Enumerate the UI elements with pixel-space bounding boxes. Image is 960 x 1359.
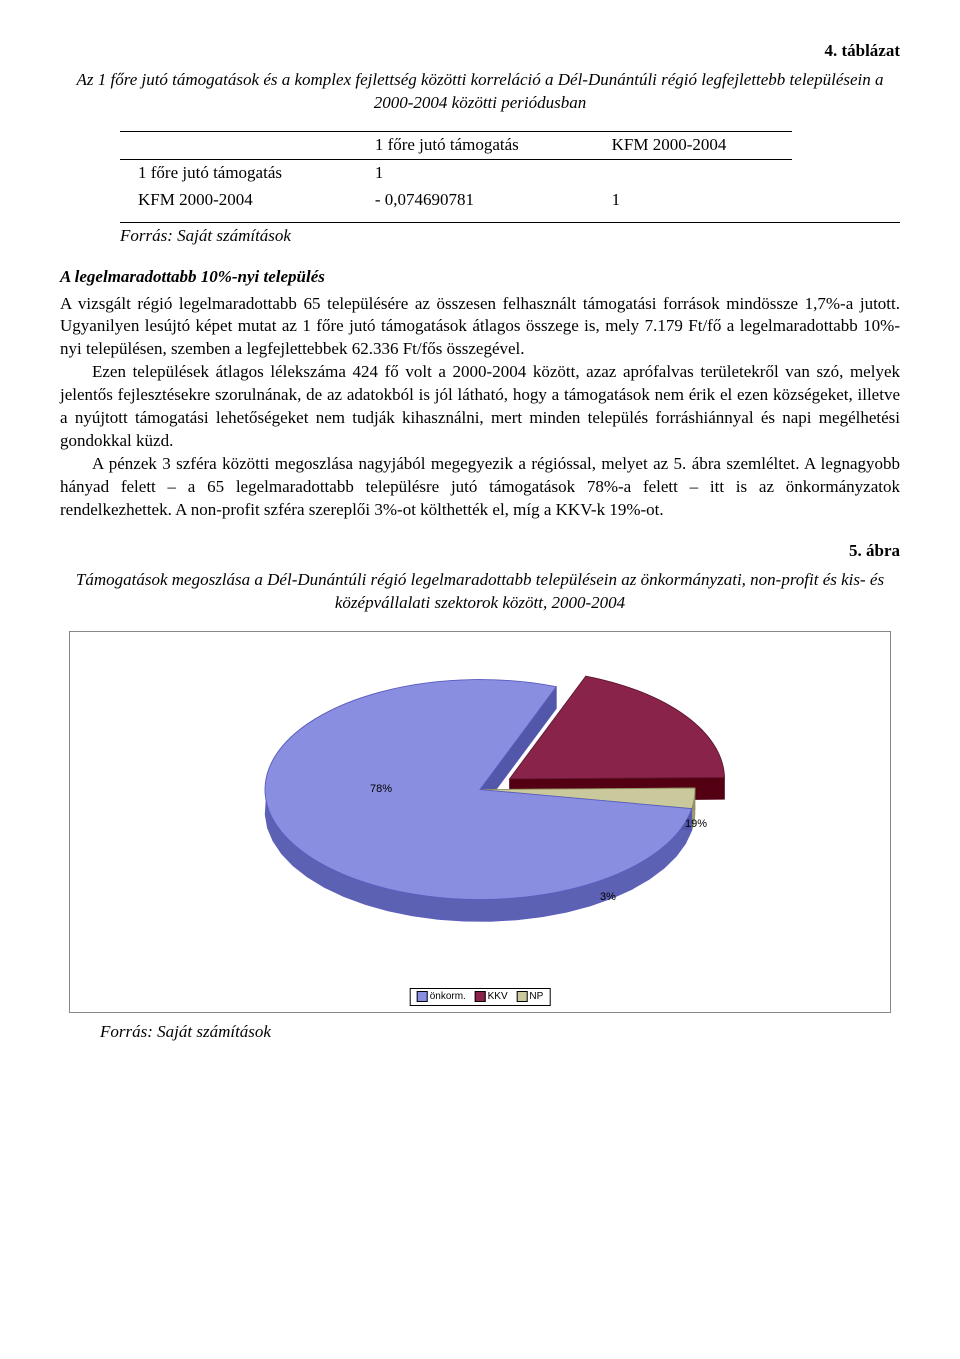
row-label: 1 főre jutó támogatás bbox=[120, 159, 357, 186]
figure-title: Támogatások megoszlása a Dél-Dunántúli r… bbox=[60, 569, 900, 615]
paragraph: A vizsgált régió legelmaradottabb 65 tel… bbox=[60, 293, 900, 362]
table-number: 4. táblázat bbox=[60, 40, 900, 63]
table-row: 1 főre jutó támogatás 1 bbox=[120, 159, 792, 186]
legend-label: önkorm. bbox=[430, 991, 466, 1002]
cell-value: - 0,074690781 bbox=[357, 187, 594, 214]
slice-pct-np: 3% bbox=[600, 890, 616, 905]
legend-swatch-icon bbox=[475, 991, 486, 1002]
table-source: Forrás: Saját számítások bbox=[120, 222, 900, 248]
table-title: Az 1 főre jutó támogatások és a komplex … bbox=[60, 69, 900, 115]
table-header-kfm: KFM 2000-2004 bbox=[594, 131, 792, 159]
pie-chart-container: 78% 19% 3% önkorm. KKV NP bbox=[69, 631, 891, 1013]
correlation-table: 1 főre jutó támogatás KFM 2000-2004 1 fő… bbox=[120, 131, 792, 214]
table-header-support: 1 főre jutó támogatás bbox=[357, 131, 594, 159]
table-row: KFM 2000-2004 - 0,074690781 1 bbox=[120, 187, 792, 214]
legend-swatch-icon bbox=[516, 991, 527, 1002]
pie-chart bbox=[180, 639, 780, 966]
figure-source: Forrás: Saját számítások bbox=[100, 1021, 900, 1044]
paragraph: Ezen települések átlagos lélekszáma 424 … bbox=[60, 361, 900, 453]
figure-number: 5. ábra bbox=[60, 540, 900, 563]
section-heading: A legelmaradottabb 10%-nyi település bbox=[60, 266, 900, 289]
legend-label: NP bbox=[529, 991, 543, 1002]
chart-legend: önkorm. KKV NP bbox=[410, 988, 551, 1006]
row-label: KFM 2000-2004 bbox=[120, 187, 357, 214]
cell-value: 1 bbox=[594, 187, 792, 214]
cell-value bbox=[594, 159, 792, 186]
table-header-empty bbox=[120, 131, 357, 159]
slice-pct-kkv: 19% bbox=[685, 817, 707, 832]
paragraph: A pénzek 3 szféra közötti megoszlása nag… bbox=[60, 453, 900, 522]
legend-label: KKV bbox=[488, 991, 508, 1002]
slice-pct-onkorm: 78% bbox=[370, 782, 392, 797]
cell-value: 1 bbox=[357, 159, 594, 186]
legend-swatch-icon bbox=[417, 991, 428, 1002]
